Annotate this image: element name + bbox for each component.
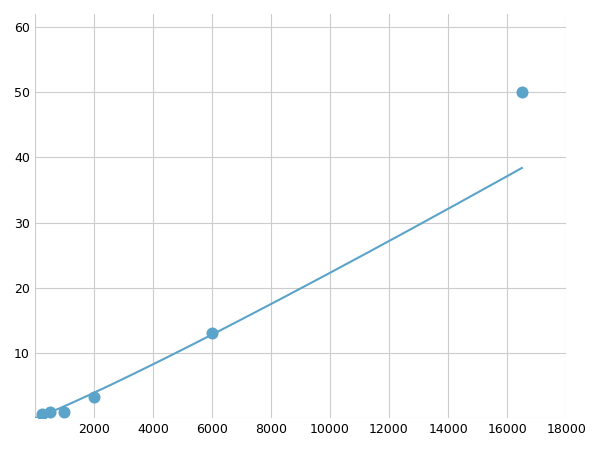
Point bbox=[37, 411, 47, 418]
Point bbox=[89, 394, 98, 401]
Point bbox=[45, 408, 55, 415]
Point bbox=[517, 89, 527, 96]
Point bbox=[207, 330, 217, 337]
Point bbox=[59, 408, 69, 415]
